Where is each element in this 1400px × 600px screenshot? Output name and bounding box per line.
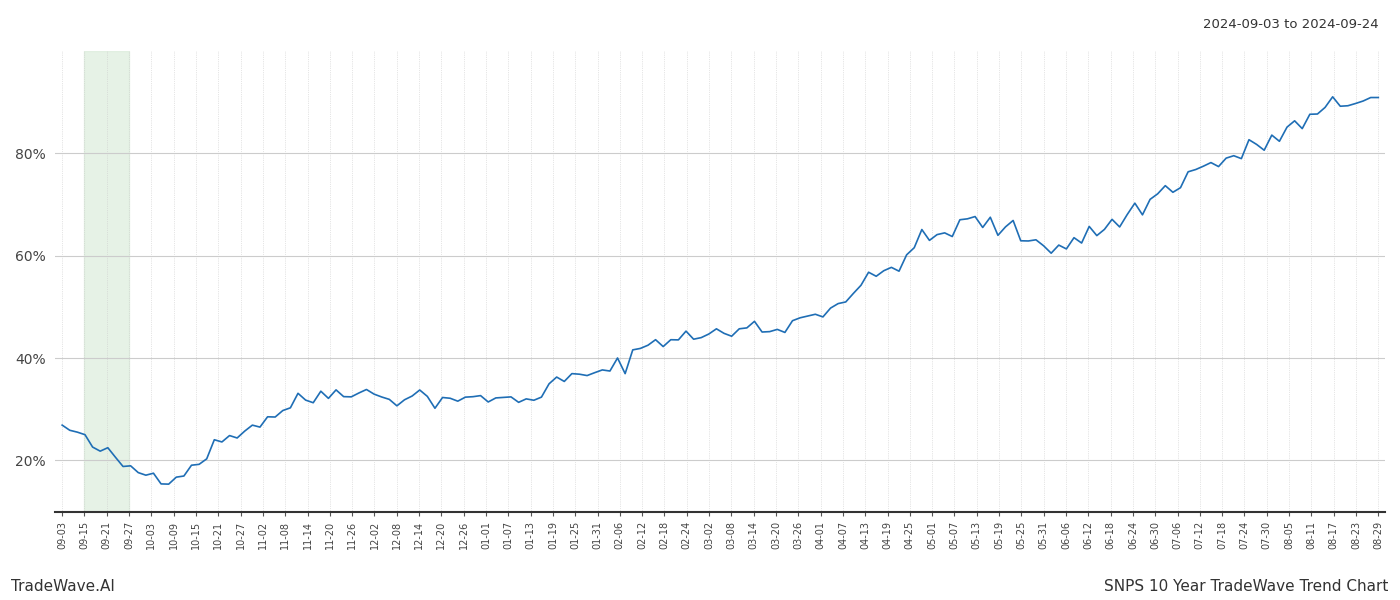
Text: 2024-09-03 to 2024-09-24: 2024-09-03 to 2024-09-24 bbox=[1204, 18, 1379, 31]
Text: TradeWave.AI: TradeWave.AI bbox=[11, 579, 115, 594]
Text: SNPS 10 Year TradeWave Trend Chart: SNPS 10 Year TradeWave Trend Chart bbox=[1105, 579, 1389, 594]
Bar bbox=[84, 51, 129, 512]
